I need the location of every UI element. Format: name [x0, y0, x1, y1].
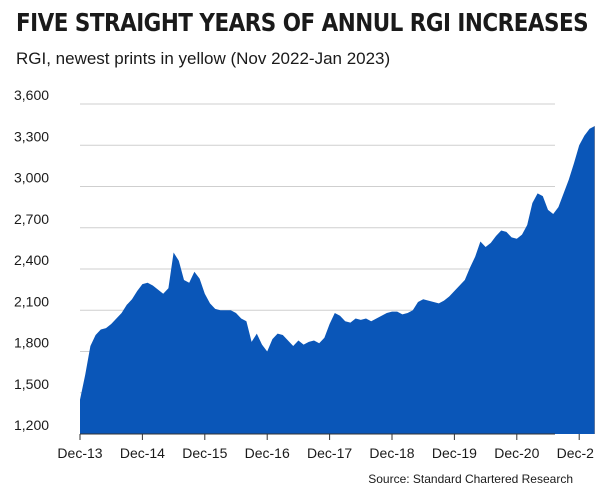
y-tick-label: 1,800	[14, 335, 49, 351]
y-tick-label: 1,200	[14, 417, 49, 433]
y-tick-label: 3,000	[14, 170, 49, 186]
x-tick-label: Dec-19	[432, 445, 477, 461]
y-tick-labels: 1,200 1,500 1,800 2,100 2,400 2,700 3,000 3,300…	[14, 87, 49, 433]
x-tick-label: Dec-21	[557, 445, 595, 461]
chart-subtitle: RGI, newest prints in yellow (Nov 2022-J…	[16, 49, 391, 68]
x-tick-label: Dec-20	[494, 445, 539, 461]
y-tick-label: 3,600	[14, 87, 49, 103]
series-area-main	[80, 126, 595, 434]
x-tick-label: Dec-17	[307, 445, 352, 461]
source-note: Source: Standard Chartered Research	[368, 472, 573, 486]
x-tick-label: Dec-16	[245, 445, 290, 461]
x-tick-label: Dec-14	[120, 445, 165, 461]
series-areas	[80, 125, 595, 434]
y-tick-label: 2,400	[14, 252, 49, 268]
y-tick-label: 3,300	[14, 128, 49, 144]
y-tick-label: 2,100	[14, 293, 49, 309]
x-tick-labels: Dec-13 Dec-14 Dec-15 Dec-16 Dec-17 Dec-18 Dec-…	[57, 445, 595, 461]
y-tick-label: 2,700	[14, 211, 49, 227]
x-tick-label: Dec-15	[182, 445, 227, 461]
y-tick-label: 1,500	[14, 376, 49, 392]
chart-title: FIVE STRAIGHT YEARS OF ANNUL RGI INCREAS…	[16, 8, 589, 37]
x-tick-label: Dec-18	[369, 445, 414, 461]
x-axis	[79, 433, 580, 440]
x-tick-label: Dec-13	[57, 445, 102, 461]
